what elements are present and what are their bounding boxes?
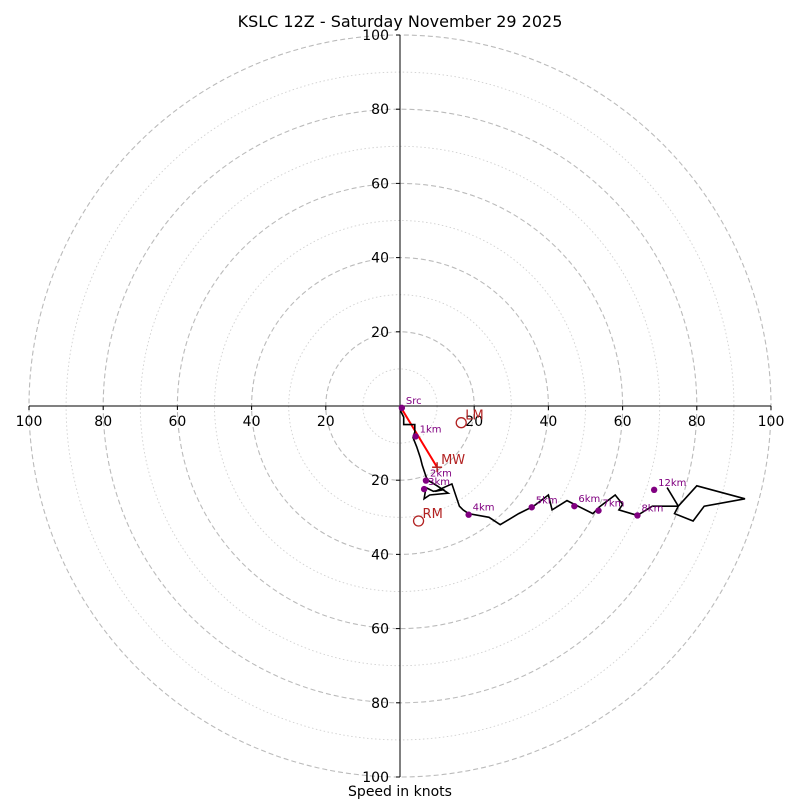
- x-tick-label: 40: [539, 414, 557, 430]
- height-marker-Src: [398, 404, 406, 412]
- height-label-6km: 6km: [578, 494, 600, 505]
- x-tick-label: 80: [688, 414, 706, 430]
- height-label-7km: 7km: [602, 499, 624, 510]
- y-tick-label: 60: [371, 622, 389, 638]
- height-label-1km: 1km: [420, 424, 442, 435]
- y-tick-label: 100: [362, 28, 389, 44]
- storm-motion-markers: LM MW RM: [412, 409, 484, 527]
- height-marker-5km: [528, 504, 535, 511]
- height-marker-6km: [571, 502, 578, 510]
- height-label-12km: 12km: [658, 478, 686, 489]
- height-marker-12km: [650, 486, 658, 494]
- y-tick-label: 40: [371, 251, 389, 267]
- height-marker-3km: [420, 485, 428, 493]
- storm-label-MW: MW: [441, 453, 465, 468]
- x-tick-label: 60: [168, 414, 186, 430]
- height-marker-1km: [412, 433, 419, 440]
- tick-labels: 100 100 80 80 60 60 40 40 20 20 20 20 40 40 60 60 80 80 10…: [16, 28, 785, 786]
- height-label-3km: 3km: [428, 477, 450, 488]
- x-tick-label: 40: [243, 414, 261, 430]
- x-axis-label: Speed in knots: [348, 784, 452, 800]
- height-label-2km: 2km: [430, 469, 452, 480]
- storm-marker-RM: [412, 515, 425, 527]
- height-marker-8km: [634, 512, 641, 519]
- storm-label-RM: RM: [423, 507, 443, 522]
- storm-label-LM: LM: [465, 409, 483, 424]
- height-label-Src: Src: [406, 396, 422, 407]
- y-tick-label: 40: [371, 547, 389, 563]
- y-tick-label: 20: [371, 325, 389, 341]
- x-tick-label: 20: [465, 414, 483, 430]
- y-tick-label: 80: [371, 102, 389, 118]
- height-label-8km: 8km: [641, 503, 663, 514]
- y-tick-label: 80: [371, 696, 389, 712]
- x-tick-label: 60: [614, 414, 632, 430]
- y-tick-label: 100: [362, 770, 389, 786]
- height-label-4km: 4km: [473, 503, 495, 514]
- y-tick-label: 20: [371, 473, 389, 489]
- y-tick-label: 60: [371, 176, 389, 192]
- x-tick-label: 80: [94, 414, 112, 430]
- chart-title: KSLC 12Z - Saturday November 29 2025: [238, 12, 563, 31]
- storm-marker-LM: [455, 417, 467, 429]
- height-label-5km: 5km: [536, 495, 558, 506]
- x-tick-label: 100: [16, 414, 43, 430]
- x-tick-label: 20: [317, 414, 335, 430]
- height-marker-4km: [465, 511, 472, 518]
- height-marker-7km: [595, 507, 602, 514]
- x-tick-label: 100: [758, 414, 785, 430]
- height-marker-2km: [422, 477, 430, 484]
